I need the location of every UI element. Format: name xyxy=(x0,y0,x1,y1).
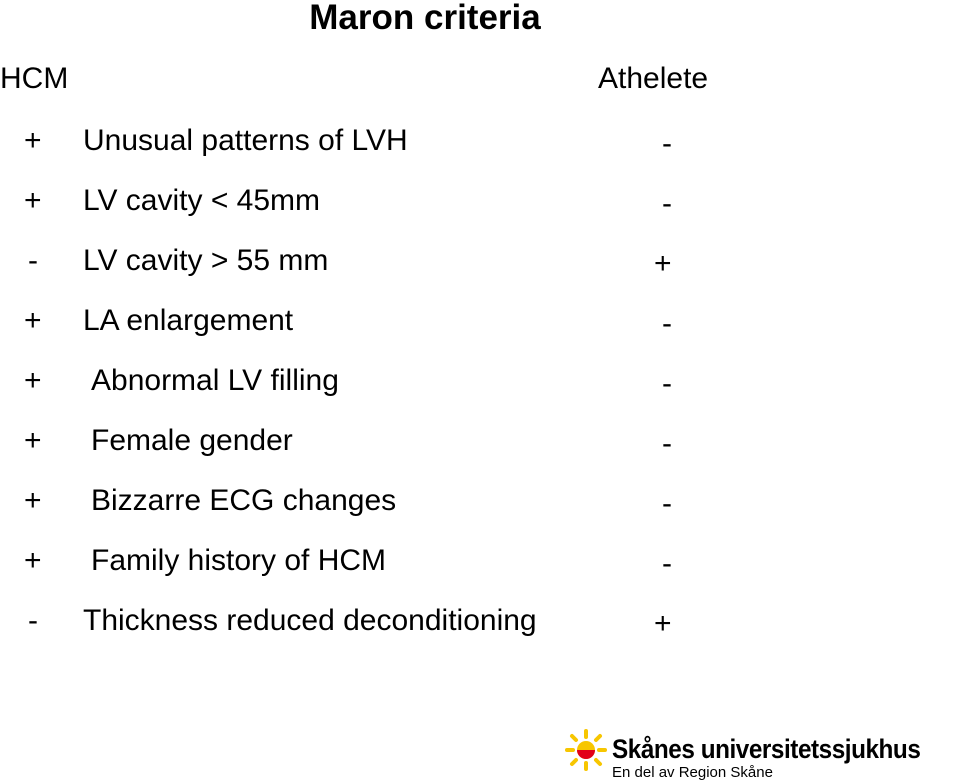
criterion: LV cavity > 55 mm xyxy=(83,244,329,277)
hcm-sign: + xyxy=(24,184,42,217)
criterion: Female gender xyxy=(91,424,293,457)
athlete-sign: - xyxy=(662,127,672,160)
logo-icon xyxy=(565,729,607,771)
criterion: LV cavity < 45mm xyxy=(83,184,321,217)
athlete-sign: + xyxy=(654,247,672,280)
athlete-header: Athelete xyxy=(598,62,709,95)
criterion: Thickness reduced deconditioning xyxy=(83,604,537,637)
hcm-sign: + xyxy=(24,484,42,517)
hcm-sign: + xyxy=(24,304,42,337)
athlete-sign: - xyxy=(662,367,672,400)
criterion: Abnormal LV filling xyxy=(91,364,339,397)
athlete-sign: - xyxy=(662,307,672,340)
hcm-sign: + xyxy=(24,364,42,397)
criterion: Unusual patterns of LVH xyxy=(83,124,408,157)
criterion: LA enlargement xyxy=(83,304,294,337)
athlete-sign: + xyxy=(654,607,672,640)
hcm-sign: - xyxy=(28,604,38,637)
athlete-sign: - xyxy=(662,427,672,460)
criterion: Family history of HCM xyxy=(91,544,387,577)
hcm-sign: - xyxy=(28,244,38,277)
hcm-header: HCM xyxy=(0,62,69,95)
hcm-sign: + xyxy=(24,544,42,577)
athlete-sign: - xyxy=(662,187,672,220)
logo-name: Skånes universitetssjukhus xyxy=(612,734,921,764)
athlete-sign: - xyxy=(662,547,672,580)
slide-title: Maron criteria xyxy=(309,0,541,37)
hcm-sign: + xyxy=(24,124,42,157)
hcm-sign: + xyxy=(24,424,42,457)
criterion: Bizzarre ECG changes xyxy=(91,484,397,517)
athlete-sign: - xyxy=(662,487,672,520)
logo-tagline: En del av Region Skåne xyxy=(612,764,773,781)
